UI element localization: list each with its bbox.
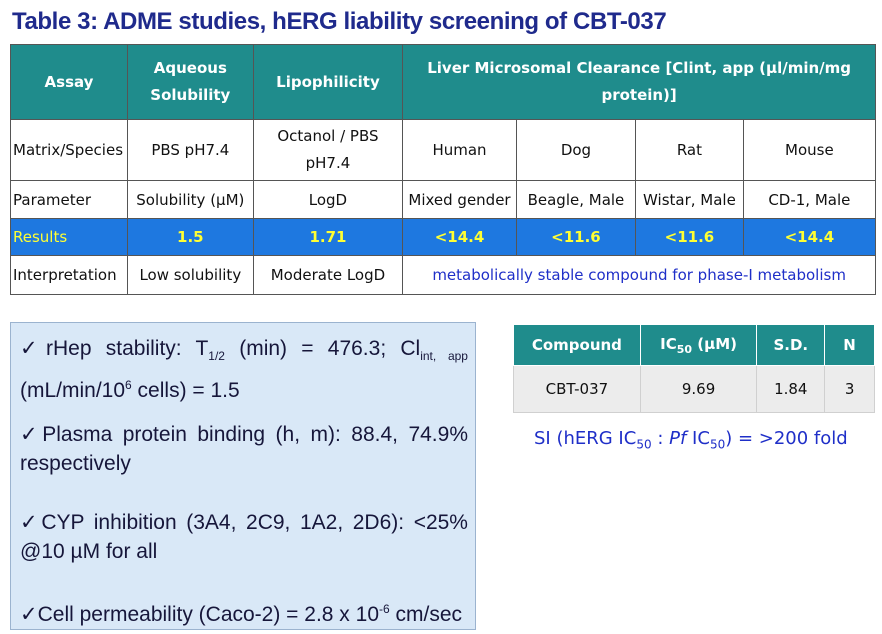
header-assay: Assay (9, 44, 129, 120)
bullet-text: Plasma protein binding (h, m): 88.4, 74.… (20, 423, 468, 475)
table-cell: Rat (635, 119, 744, 181)
herg-header-row: Compound IC50 (µM) S.D. N (513, 324, 875, 366)
table-row-results: Results 1.5 1.71 <14.4 <11.6 <11.6 <14.4 (9, 218, 877, 256)
selectivity-index-note: SI (hERG IC50 : Pf IC50) = >200 fold (534, 428, 848, 452)
cell-sd: 1.84 (756, 365, 826, 413)
si-pf: Pf (669, 428, 687, 449)
row-label: Results (9, 218, 129, 256)
bullet-text: (mL/min/10 (20, 379, 126, 403)
table-cell: Solubility (µM) (127, 180, 254, 219)
table-cell: PBS pH7.4 (127, 119, 254, 181)
si-text: : (651, 428, 670, 449)
result-cell: <14.4 (742, 218, 877, 256)
page-title: Table 3: ADME studies, hERG liability sc… (12, 8, 667, 35)
result-cell: 1.5 (127, 218, 254, 256)
subscript: 1/2 (208, 349, 225, 364)
adme-bullet-panel: ✓rHep stability: T1/2 (min) = 476.3; Cli… (10, 322, 476, 630)
subscript: 50 (636, 437, 652, 452)
result-cell: 1.71 (252, 218, 404, 256)
superscript: -6 (379, 602, 390, 616)
header-text: (µM) (692, 334, 737, 353)
table-cell: Mouse (742, 119, 877, 181)
subscript: int, app (420, 349, 468, 364)
herg-table: Compound IC50 (µM) S.D. N CBT-037 9.69 1… (513, 324, 875, 413)
result-cell: <11.6 (635, 218, 744, 256)
header-ic50: IC50 (µM) (639, 324, 758, 366)
bullet-cyp-inhibition: ✓CYP inhibition (3A4, 2C9, 1A2, 2D6): <2… (20, 508, 468, 566)
bullet-text: Cell permeability (Caco-2) = 2.8 x 10 (37, 603, 380, 626)
table-cell: Mixed gender (402, 180, 517, 219)
bullet-text: cells) = 1.5 (131, 379, 240, 403)
row-label: Interpretation (9, 255, 129, 295)
table-cell: Dog (515, 119, 637, 181)
bullet-plasma-protein-binding: ✓Plasma protein binding (h, m): 88.4, 74… (20, 420, 468, 478)
bullet-text: CYP inhibition (3A4, 2C9, 1A2, 2D6): <25… (20, 511, 468, 563)
table-cell: Octanol / PBS pH7.4 (252, 119, 404, 181)
table-cell: Low solubility (127, 255, 254, 295)
cell-compound: CBT-037 (513, 365, 641, 413)
si-text: IC (686, 428, 710, 449)
adme-table: Assay Aqueous Solubility Lipophilicity L… (9, 44, 877, 295)
adme-header-row: Assay Aqueous Solubility Lipophilicity L… (9, 44, 876, 120)
result-cell: <11.6 (515, 218, 637, 256)
header-lipophilicity: Lipophilicity (252, 44, 404, 120)
cell-n: 3 (824, 365, 875, 413)
check-icon: ✓ (20, 511, 42, 534)
si-text: SI (hERG IC (534, 428, 637, 449)
bullet-text: rHep stability: T (46, 337, 209, 360)
table-cell: LogD (252, 180, 404, 219)
table-cell: Wistar, Male (635, 180, 744, 219)
table-cell: Moderate LogD (252, 255, 404, 295)
header-sd: S.D. (756, 324, 826, 366)
header-n: N (824, 324, 875, 366)
herg-data-row: CBT-037 9.69 1.84 3 (513, 365, 875, 413)
check-icon: ✓ (20, 423, 43, 446)
table-row-matrix: Matrix/Species PBS pH7.4 Octanol / PBS p… (9, 119, 877, 181)
row-label: Matrix/Species (9, 119, 129, 181)
header-liver-clearance: Liver Microsomal Clearance [Clint, app (… (402, 44, 876, 120)
header-text: IC (660, 334, 677, 353)
table-cell: Human (402, 119, 517, 181)
bullet-text: (min) = 476.3; Cl (224, 337, 421, 360)
superscript: 6 (125, 378, 132, 393)
table-cell: CD-1, Male (742, 180, 877, 219)
table-row-parameter: Parameter Solubility (µM) LogD Mixed gen… (9, 180, 877, 219)
table-row-interpretation: Interpretation Low solubility Moderate L… (9, 255, 876, 295)
result-cell: <14.4 (402, 218, 517, 256)
bullet-cell-permeability: ✓Cell permeability (Caco-2) = 2.8 x 10-6… (20, 595, 468, 629)
subscript: 50 (709, 437, 726, 452)
bullet-text: cm/sec (389, 603, 463, 626)
si-text: ) = >200 fold (725, 428, 848, 449)
check-icon: ✓ (20, 603, 38, 626)
interpretation-note: metabolically stable compound for phase-… (402, 255, 876, 295)
cell-ic50: 9.69 (639, 365, 758, 413)
header-aqueous-solubility: Aqueous Solubility (127, 44, 254, 120)
header-compound: Compound (513, 324, 641, 366)
table-cell: Beagle, Male (515, 180, 637, 219)
bullet-rhep-stability: ✓rHep stability: T1/2 (min) = 476.3; Cli… (20, 334, 468, 405)
check-icon: ✓ (20, 337, 46, 360)
row-label: Parameter (9, 180, 129, 219)
subscript: 50 (676, 342, 693, 356)
